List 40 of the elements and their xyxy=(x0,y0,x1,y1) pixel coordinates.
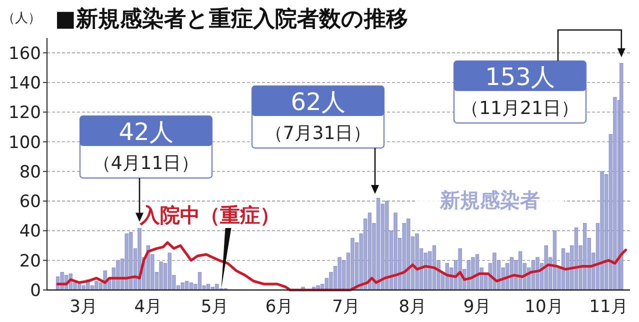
bar xyxy=(394,212,398,290)
bar xyxy=(620,63,624,290)
annotation: 153人 xyxy=(485,63,555,91)
bar xyxy=(415,233,419,290)
x-tick-label: 10月 xyxy=(524,297,564,317)
bar xyxy=(574,228,578,290)
annotation: （11月21日） xyxy=(461,98,579,119)
y-tick-label: 120 xyxy=(8,103,41,124)
bar xyxy=(552,230,557,290)
bar xyxy=(536,257,540,290)
y-tick-label: 80 xyxy=(19,162,41,182)
y-axis-title: （人） xyxy=(2,11,41,26)
x-tick-label: 8月 xyxy=(398,297,427,317)
annotation: （7月31日） xyxy=(264,123,372,144)
y-tick-label: 20 xyxy=(19,251,41,272)
x-tick-label: 4月 xyxy=(134,297,162,317)
y-tick-label: 0 xyxy=(30,281,41,301)
y-tick-label: 140 xyxy=(8,73,41,94)
annotation: 42人 xyxy=(118,118,174,146)
series-label: 新規感染者 xyxy=(439,188,540,212)
y-tick-label: 40 xyxy=(19,222,41,242)
x-tick-label: 7月 xyxy=(332,297,360,317)
y-tick-label: 160 xyxy=(8,44,41,64)
x-tick-label: 3月 xyxy=(70,297,98,317)
x-tick-label: 5月 xyxy=(200,297,229,317)
bar xyxy=(159,262,163,290)
annotation: （4月11日） xyxy=(92,153,200,174)
y-tick-label: 100 xyxy=(8,132,41,153)
bar xyxy=(198,272,202,290)
chart-title: ■新規感染者と重症入院者数の推移 xyxy=(55,6,408,32)
x-tick-label: 9月 xyxy=(463,297,492,317)
y-tick-label: 60 xyxy=(19,192,41,212)
series-label: 入院中（重症） xyxy=(139,203,280,227)
x-tick-label: 11月 xyxy=(589,297,628,317)
x-tick-label: 6月 xyxy=(265,297,294,317)
bar xyxy=(432,245,436,290)
bar xyxy=(350,238,354,290)
bar xyxy=(116,260,120,290)
annotation: 62人 xyxy=(290,88,346,116)
bar xyxy=(94,280,98,290)
